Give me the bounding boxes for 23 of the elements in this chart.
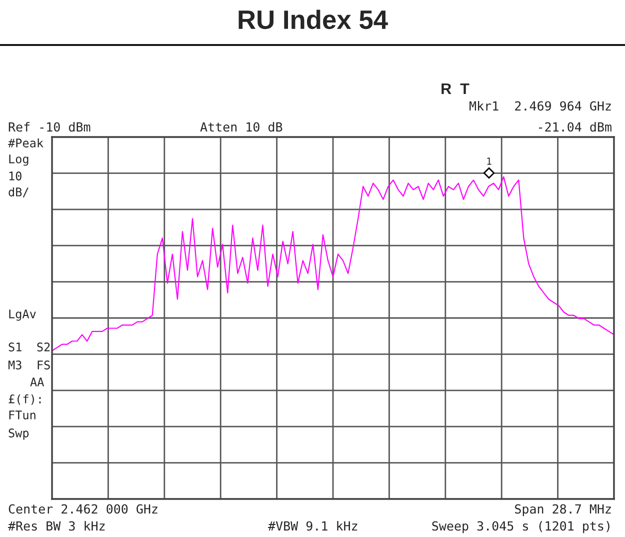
text: Center 2.462 000 GHz bbox=[8, 504, 158, 514]
text: Sweep 3.045 s (1201 pts) bbox=[432, 521, 610, 534]
text: Atten 10 dB bbox=[200, 122, 282, 132]
text: AA bbox=[30, 378, 44, 386]
text: S1 S2 bbox=[8, 342, 50, 352]
text: Span 28.7 MHz bbox=[515, 504, 611, 516]
text: M3 FS bbox=[8, 360, 50, 370]
text: Ref -10 dBm bbox=[8, 122, 90, 132]
text: 10 bbox=[9, 172, 22, 180]
text: #VBW 9.1 kHz bbox=[268, 520, 358, 531]
text: Swp bbox=[8, 428, 29, 440]
text: LgAv bbox=[9, 310, 36, 321]
text: #Peak bbox=[8, 138, 44, 148]
text: 1 bbox=[487, 158, 492, 165]
text: #Res BW 3 kHz bbox=[8, 520, 105, 531]
text: £(f): bbox=[8, 394, 41, 405]
text: dB/ bbox=[8, 187, 28, 198]
text: R T bbox=[442, 83, 470, 94]
text: Mkr1 2.469 964 GHz bbox=[470, 100, 611, 111]
text: FTun bbox=[9, 410, 36, 420]
text: -21.04 dBm bbox=[538, 122, 612, 132]
chart-title: RU Index 54 bbox=[238, 10, 388, 30]
text: Log bbox=[9, 154, 28, 166]
